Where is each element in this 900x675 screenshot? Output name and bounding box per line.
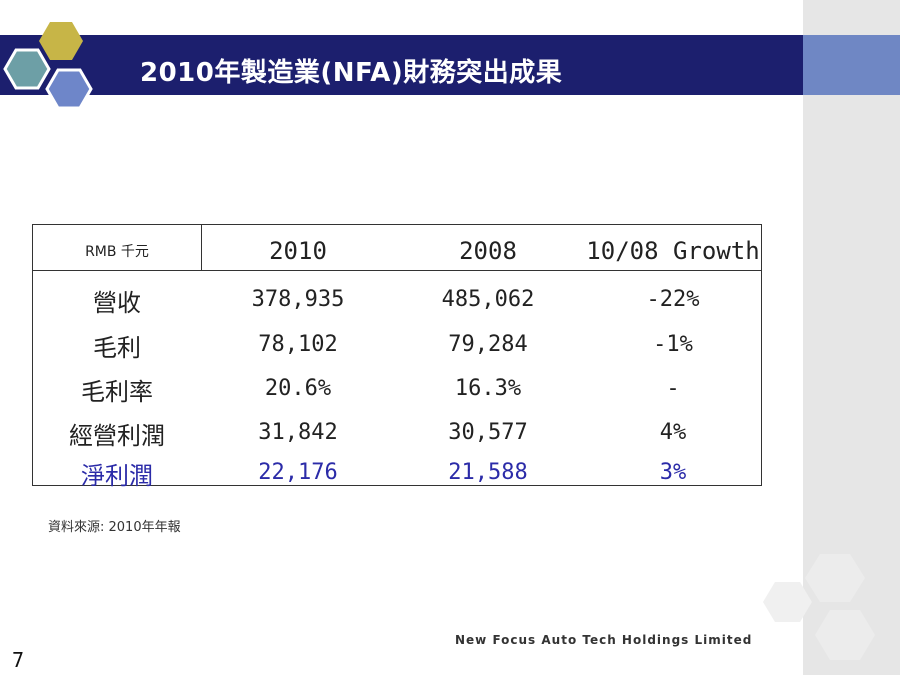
source-note: 資料來源: 2010年年報 [48,520,181,535]
side-accent-band [803,35,900,95]
table-divider [33,270,761,271]
table-cell: -1% [653,332,693,357]
row-label-revenue: 營收 [93,289,141,317]
hexagon-logo-icon [3,22,93,110]
title-bar [0,35,803,95]
column-header-2008: 2008 [459,237,517,265]
table-cell: 78,102 [258,332,338,357]
column-header-growth: 10/08 Growth [586,237,760,265]
table-cell: 31,842 [258,420,338,445]
row-label-net-profit: 淨利潤 [81,462,153,490]
table-cell: 4% [659,420,687,445]
table-divider [201,225,202,270]
hexagon-decoration-icon [763,554,875,660]
table-cell: 79,284 [448,332,528,357]
row-label-gross-margin: 毛利率 [81,378,153,406]
unit-label: RMB 千元 [85,244,149,260]
table-cell: - [666,376,680,401]
row-label-operating-profit: 經營利潤 [69,422,165,450]
table-cell: 485,062 [441,287,535,312]
company-name: New Focus Auto Tech Holdings Limited [455,633,753,647]
table-cell: -22% [646,287,700,312]
table-cell: 16.3% [454,376,522,401]
table-cell: 378,935 [251,287,345,312]
table-cell: 3% [659,460,687,485]
row-label-gross-profit: 毛利 [93,334,141,362]
table-cell: 30,577 [448,420,528,445]
table-cell: 20.6% [264,376,332,401]
table-cell: 21,588 [448,460,528,485]
page-title: 2010年製造業(NFA)財務突出成果 [140,58,563,88]
column-header-2010: 2010 [269,237,327,265]
financial-table: RMB 千元 2010 2008 10/08 Growth 營收 378,935… [32,224,762,490]
page-number: 7 [12,648,25,672]
table-cell: 22,176 [258,460,338,485]
